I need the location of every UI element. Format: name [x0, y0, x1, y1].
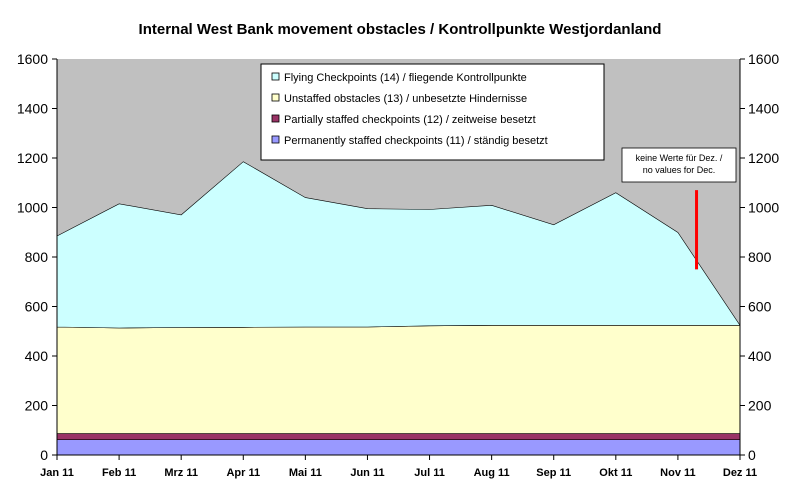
y-tick-label-left: 1200: [17, 150, 48, 166]
x-tick-label: Nov 11: [660, 467, 695, 479]
x-tick-label: Jul 11: [414, 467, 445, 479]
legend: Flying Checkpoints (14) / fliegende Kont…: [260, 63, 605, 161]
legend-swatch: [271, 72, 280, 81]
y-tick-label-right: 600: [748, 299, 772, 315]
y-axis-left-ticks: 0 200 400 600 800 1000 1200 1400 1600: [17, 51, 57, 463]
y-tick-label-right: 0: [748, 447, 756, 463]
x-tick-label: Jun 11: [350, 467, 384, 479]
y-axis-right-ticks: 0 200 400 600 800 1000 1200 1400 1600: [740, 51, 779, 463]
legend-entry: Permanently staffed checkpoints (11) / s…: [284, 135, 548, 147]
x-axis-ticks: Jan 11 Feb 11 Mrz 11 Apr 11 Mai 11 Jun 11 Jul …: [40, 455, 757, 479]
y-tick-label-left: 800: [25, 249, 49, 265]
x-tick-label: Jan 11: [40, 467, 74, 479]
area-series-3: [56, 325, 741, 434]
annotation-text: no values for Dec.: [643, 165, 716, 175]
y-tick-label-right: 1200: [748, 150, 779, 166]
y-tick-label-left: 200: [25, 398, 49, 414]
area-series-4: [56, 161, 741, 329]
y-tick-label-right: 1600: [748, 51, 779, 67]
x-tick-label: Apr 11: [226, 467, 260, 479]
y-tick-label-left: 1600: [17, 51, 48, 67]
legend-box: [260, 63, 605, 161]
y-tick-label-right: 1400: [748, 101, 779, 117]
x-tick-label: Sep 11: [536, 467, 571, 479]
x-tick-label: Dez 11: [723, 467, 757, 479]
annotation: keine Werte für Dez. / no values for Dec.: [621, 147, 737, 270]
legend-swatch: [271, 135, 280, 144]
legend-entry: Partially staffed checkpoints (12) / zei…: [284, 114, 536, 126]
legend-entry: Flying Checkpoints (14) / fliegende Kont…: [284, 72, 527, 84]
area-series-1: [56, 439, 741, 456]
y-tick-label-left: 600: [25, 299, 49, 315]
y-tick-label-left: 1400: [17, 101, 48, 117]
legend-entry: Unstaffed obstacles (13) / unbesetzte Hi…: [284, 93, 527, 105]
x-tick-label: Okt 11: [599, 467, 632, 479]
y-tick-label-left: 400: [25, 348, 49, 364]
annotation-box: [621, 147, 737, 183]
area-series-2: [56, 433, 741, 440]
y-tick-label-right: 1000: [748, 200, 779, 216]
area-series-group: [56, 161, 741, 456]
x-tick-label: Mai 11: [289, 467, 322, 479]
x-tick-label: Aug 11: [474, 467, 510, 479]
x-tick-label: Feb 11: [102, 467, 136, 479]
chart-title: Internal West Bank movement obstacles / …: [139, 21, 662, 38]
y-tick-label-right: 200: [748, 398, 772, 414]
annotation-text: keine Werte für Dez. /: [636, 153, 723, 163]
y-tick-label-right: 400: [748, 348, 772, 364]
y-tick-label-right: 800: [748, 249, 772, 265]
y-tick-label-left: 0: [40, 447, 48, 463]
x-tick-label: Mrz 11: [164, 467, 198, 479]
legend-swatch: [271, 114, 280, 123]
y-tick-label-left: 1000: [17, 200, 48, 216]
legend-swatch: [271, 93, 280, 102]
